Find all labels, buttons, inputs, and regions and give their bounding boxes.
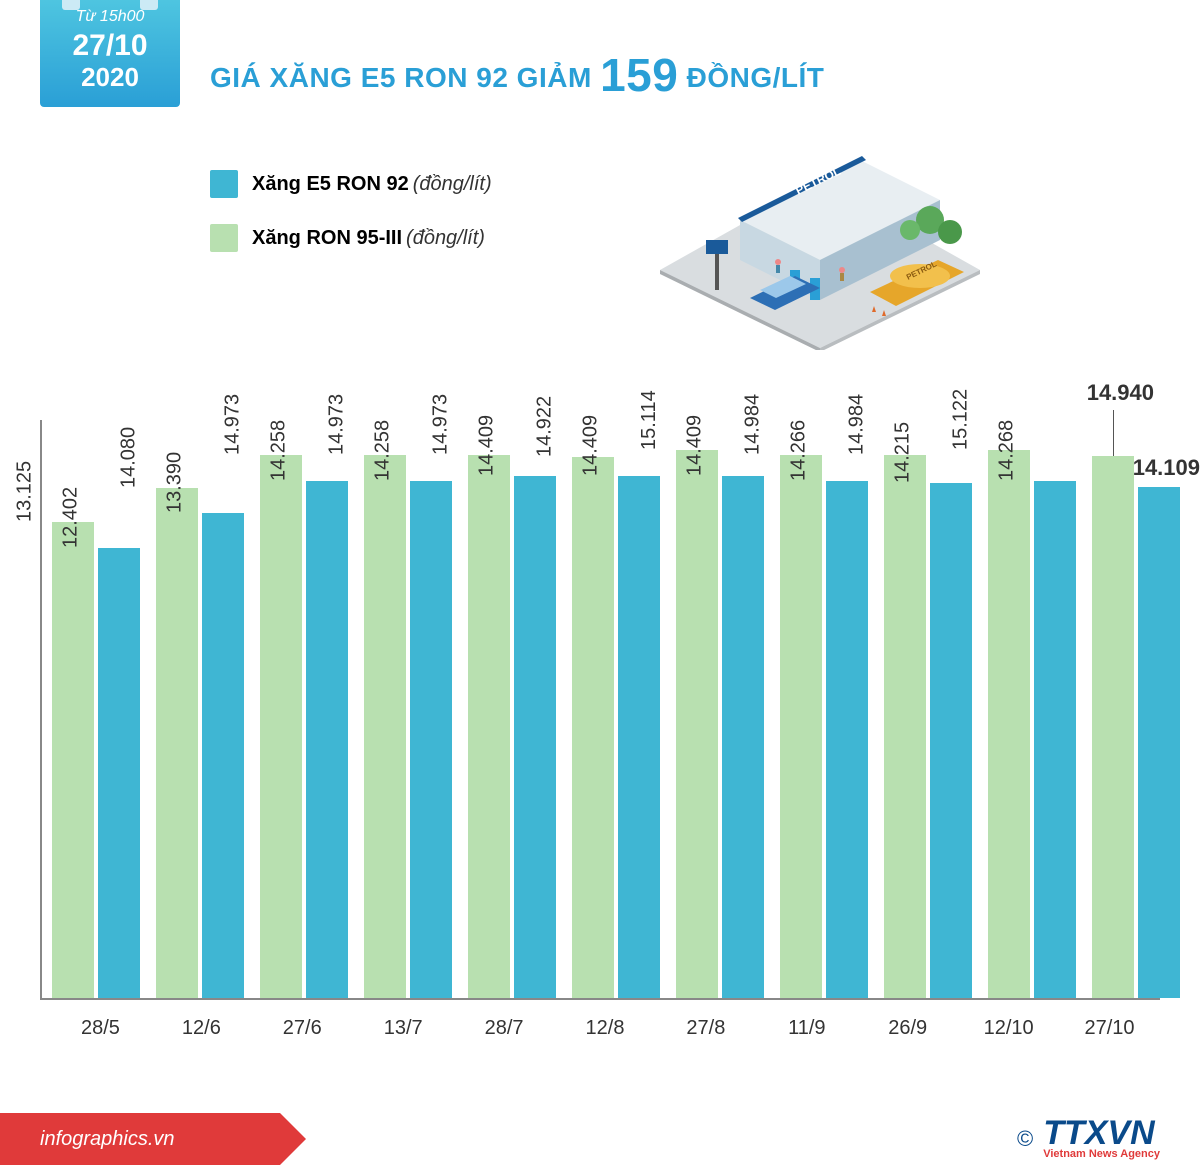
bar-ron95: 14.973 [364,455,406,998]
legend-name-ron95: Xăng RON 95-III [252,227,402,250]
xlabel: 27/8 [655,1017,756,1040]
logo-subtext: Vietnam News Agency [1043,1148,1160,1160]
legend-unit-ron95: (đồng/lít) [406,227,485,250]
date-badge-date: 27/10 [40,30,180,62]
xlabel: 12/6 [151,1017,252,1040]
bar-value-ron95: 14.940 [1087,380,1154,406]
bar-group: 14.98414.215 [884,455,972,998]
legend-unit-e5: (đồng/lít) [413,173,492,196]
bar-e5: 14.409 [618,476,660,998]
xlabel: 28/5 [50,1017,151,1040]
bar-value-e5: 14.109 [1133,455,1200,481]
bar-value-ron95: 14.973 [325,394,348,455]
bar-ron95: 14.973 [260,455,302,998]
bar-value-ron95: 14.922 [533,396,556,457]
legend-swatch-ron95 [210,224,238,252]
xlabel: 27/6 [252,1017,353,1040]
bar-value-ron95: 14.080 [117,426,140,487]
footer-site: infographics.vn [40,1128,175,1151]
bar-e5: 14.109 [1138,487,1180,998]
bar-ron95: 14.080 [156,488,198,998]
legend-swatch-e5 [210,170,238,198]
footer: infographics.vn © TTXVN Vietnam News Age… [0,1113,1200,1165]
bar-group: 13.12512.402 [52,522,140,998]
bar-e5: 14.409 [514,476,556,998]
title-big: 159 [600,49,678,101]
xlabel: 28/7 [454,1017,555,1040]
page-title: GIÁ XĂNG E5 RON 92 GIẢM 159 ĐỒNG/LÍT [210,48,824,102]
bar-value-ron95: 13.125 [13,461,36,522]
bar-ron95: 15.122 [988,450,1030,998]
xlabel: 26/9 [857,1017,958,1040]
date-badge-year: 2020 [40,62,180,93]
bar-value-e5: 14.409 [579,415,602,476]
bar-ron95: 14.922 [572,457,614,998]
bar-value-e5: 13.390 [163,451,186,512]
footer-right: © TTXVN Vietnam News Agency [1017,1118,1200,1161]
chart-bars: 13.12512.40214.08013.39014.97314.25814.9… [40,420,1160,1000]
bar-value-e5: 14.258 [267,420,290,481]
bar-ron95: 15.114 [676,450,718,998]
bar-ron95: 14.984 [780,455,822,998]
bar-e5: 14.258 [306,481,348,998]
logo-text: TTXVN [1043,1118,1160,1149]
header: Từ 15h00 27/10 2020 GIÁ XĂNG E5 RON 92 G… [0,0,1200,160]
bar-ron95: 14.973 [468,455,510,998]
xlabel: 27/10 [1059,1017,1160,1040]
bar-group: 14.98414.266 [780,455,868,998]
bar-group: 14.97314.258 [364,455,452,998]
bar-e5: 14.266 [826,481,868,998]
bar-e5: 14.258 [410,481,452,998]
bar-group: 15.12214.268 [988,450,1076,998]
bar-e5: 13.390 [202,513,244,998]
price-chart: 13.12512.40214.08013.39014.97314.25814.9… [40,400,1160,1060]
xlabel: 12/8 [555,1017,656,1040]
copyright-icon: © [1017,1126,1033,1152]
bar-e5: 12.402 [98,548,140,998]
petrol-station-illustration: PETROL PETROL [620,120,1000,350]
bar-value-ron95: 14.984 [741,394,764,455]
date-badge-time: Từ 15h00 [40,8,180,26]
bar-e5: 14.268 [1034,481,1076,998]
bar-value-ron95: 14.984 [845,394,868,455]
bar-value-e5: 14.258 [371,420,394,481]
bar-e5: 14.409 [722,476,764,998]
bar-ron95: 14.940 [1092,456,1134,998]
bar-value-e5: 14.268 [995,420,1018,481]
date-badge: Từ 15h00 27/10 2020 [40,0,180,107]
bar-group: 14.97314.258 [260,455,348,998]
bar-group: 15.11414.409 [676,450,764,998]
bar-value-ron95: 14.973 [429,394,452,455]
bar-ron95: 13.125 [52,522,94,998]
legend-name-e5: Xăng E5 RON 92 [252,173,409,196]
bar-value-e5: 14.266 [787,420,810,481]
bar-value-e5: 14.409 [683,415,706,476]
xlabel: 12/10 [958,1017,1059,1040]
bar-value-e5: 14.409 [475,415,498,476]
bar-group: 14.92214.409 [572,457,660,998]
bar-group: 14.97314.409 [468,455,556,998]
xlabel: 13/7 [353,1017,454,1040]
bar-value-ron95: 15.122 [949,389,972,450]
xlabel: 11/9 [756,1017,857,1040]
legend-item-e5: Xăng E5 RON 92 (đồng/lít) [210,170,492,198]
bar-ron95: 14.984 [884,455,926,998]
footer-source: infographics.vn [0,1113,280,1165]
bar-value-ron95: 14.973 [221,394,244,455]
legend: Xăng E5 RON 92 (đồng/lít) Xăng RON 95-II… [210,170,492,278]
bar-group: 14.08013.390 [156,488,244,998]
title-pre: GIÁ XĂNG E5 RON 92 GIẢM [210,62,600,93]
footer-logo: TTXVN Vietnam News Agency [1043,1118,1160,1161]
bar-value-e5: 14.215 [891,422,914,483]
bar-value-e5: 12.402 [59,487,82,548]
bar-value-ron95: 15.114 [638,390,661,450]
bar-e5: 14.215 [930,483,972,998]
legend-item-ron95: Xăng RON 95-III (đồng/lít) [210,224,492,252]
bar-group: 14.94014.109 [1092,456,1180,998]
chart-xlabels: 28/512/627/613/728/712/827/811/926/912/1… [50,1017,1160,1040]
title-post: ĐỒNG/LÍT [678,62,824,93]
